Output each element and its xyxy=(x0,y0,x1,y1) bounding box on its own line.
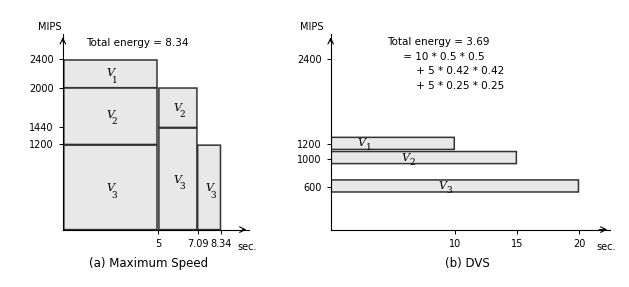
Text: V: V xyxy=(401,153,409,162)
Text: (b) DVS: (b) DVS xyxy=(445,257,490,269)
FancyBboxPatch shape xyxy=(331,180,579,192)
Text: V: V xyxy=(205,183,213,193)
Text: = 10 * 0.5 * 0.5: = 10 * 0.5 * 0.5 xyxy=(387,52,484,62)
Text: V: V xyxy=(174,175,182,185)
Text: 2: 2 xyxy=(409,158,415,167)
FancyBboxPatch shape xyxy=(64,88,157,144)
FancyBboxPatch shape xyxy=(331,152,516,164)
Text: 3: 3 xyxy=(179,182,185,191)
Text: 2: 2 xyxy=(112,117,118,126)
Text: V: V xyxy=(106,110,114,120)
Text: sec.: sec. xyxy=(238,243,257,252)
Text: + 5 * 0.25 * 0.25: + 5 * 0.25 * 0.25 xyxy=(387,81,504,91)
Text: 2: 2 xyxy=(179,110,185,119)
Text: MIPS: MIPS xyxy=(300,22,324,32)
Text: V: V xyxy=(106,69,114,78)
FancyBboxPatch shape xyxy=(159,88,197,127)
FancyBboxPatch shape xyxy=(64,145,157,230)
Text: V: V xyxy=(174,102,182,113)
Text: MIPS: MIPS xyxy=(38,22,62,32)
Text: V: V xyxy=(358,138,365,148)
Text: 3: 3 xyxy=(211,191,216,200)
Text: Total energy = 8.34: Total energy = 8.34 xyxy=(86,38,188,48)
FancyBboxPatch shape xyxy=(159,128,197,230)
Text: (a) Maximum Speed: (a) Maximum Speed xyxy=(89,257,208,269)
Text: V: V xyxy=(106,183,114,193)
FancyBboxPatch shape xyxy=(198,145,221,230)
Text: sec.: sec. xyxy=(597,243,616,252)
Text: 1: 1 xyxy=(365,144,372,152)
Text: 1: 1 xyxy=(112,76,118,85)
Text: + 5 * 0.42 * 0.42: + 5 * 0.42 * 0.42 xyxy=(387,66,504,76)
FancyBboxPatch shape xyxy=(64,60,157,88)
Text: Total energy = 3.69: Total energy = 3.69 xyxy=(387,36,489,46)
FancyBboxPatch shape xyxy=(331,137,454,150)
Text: V: V xyxy=(438,181,447,191)
Text: 3: 3 xyxy=(447,186,452,195)
Text: 3: 3 xyxy=(112,191,118,200)
